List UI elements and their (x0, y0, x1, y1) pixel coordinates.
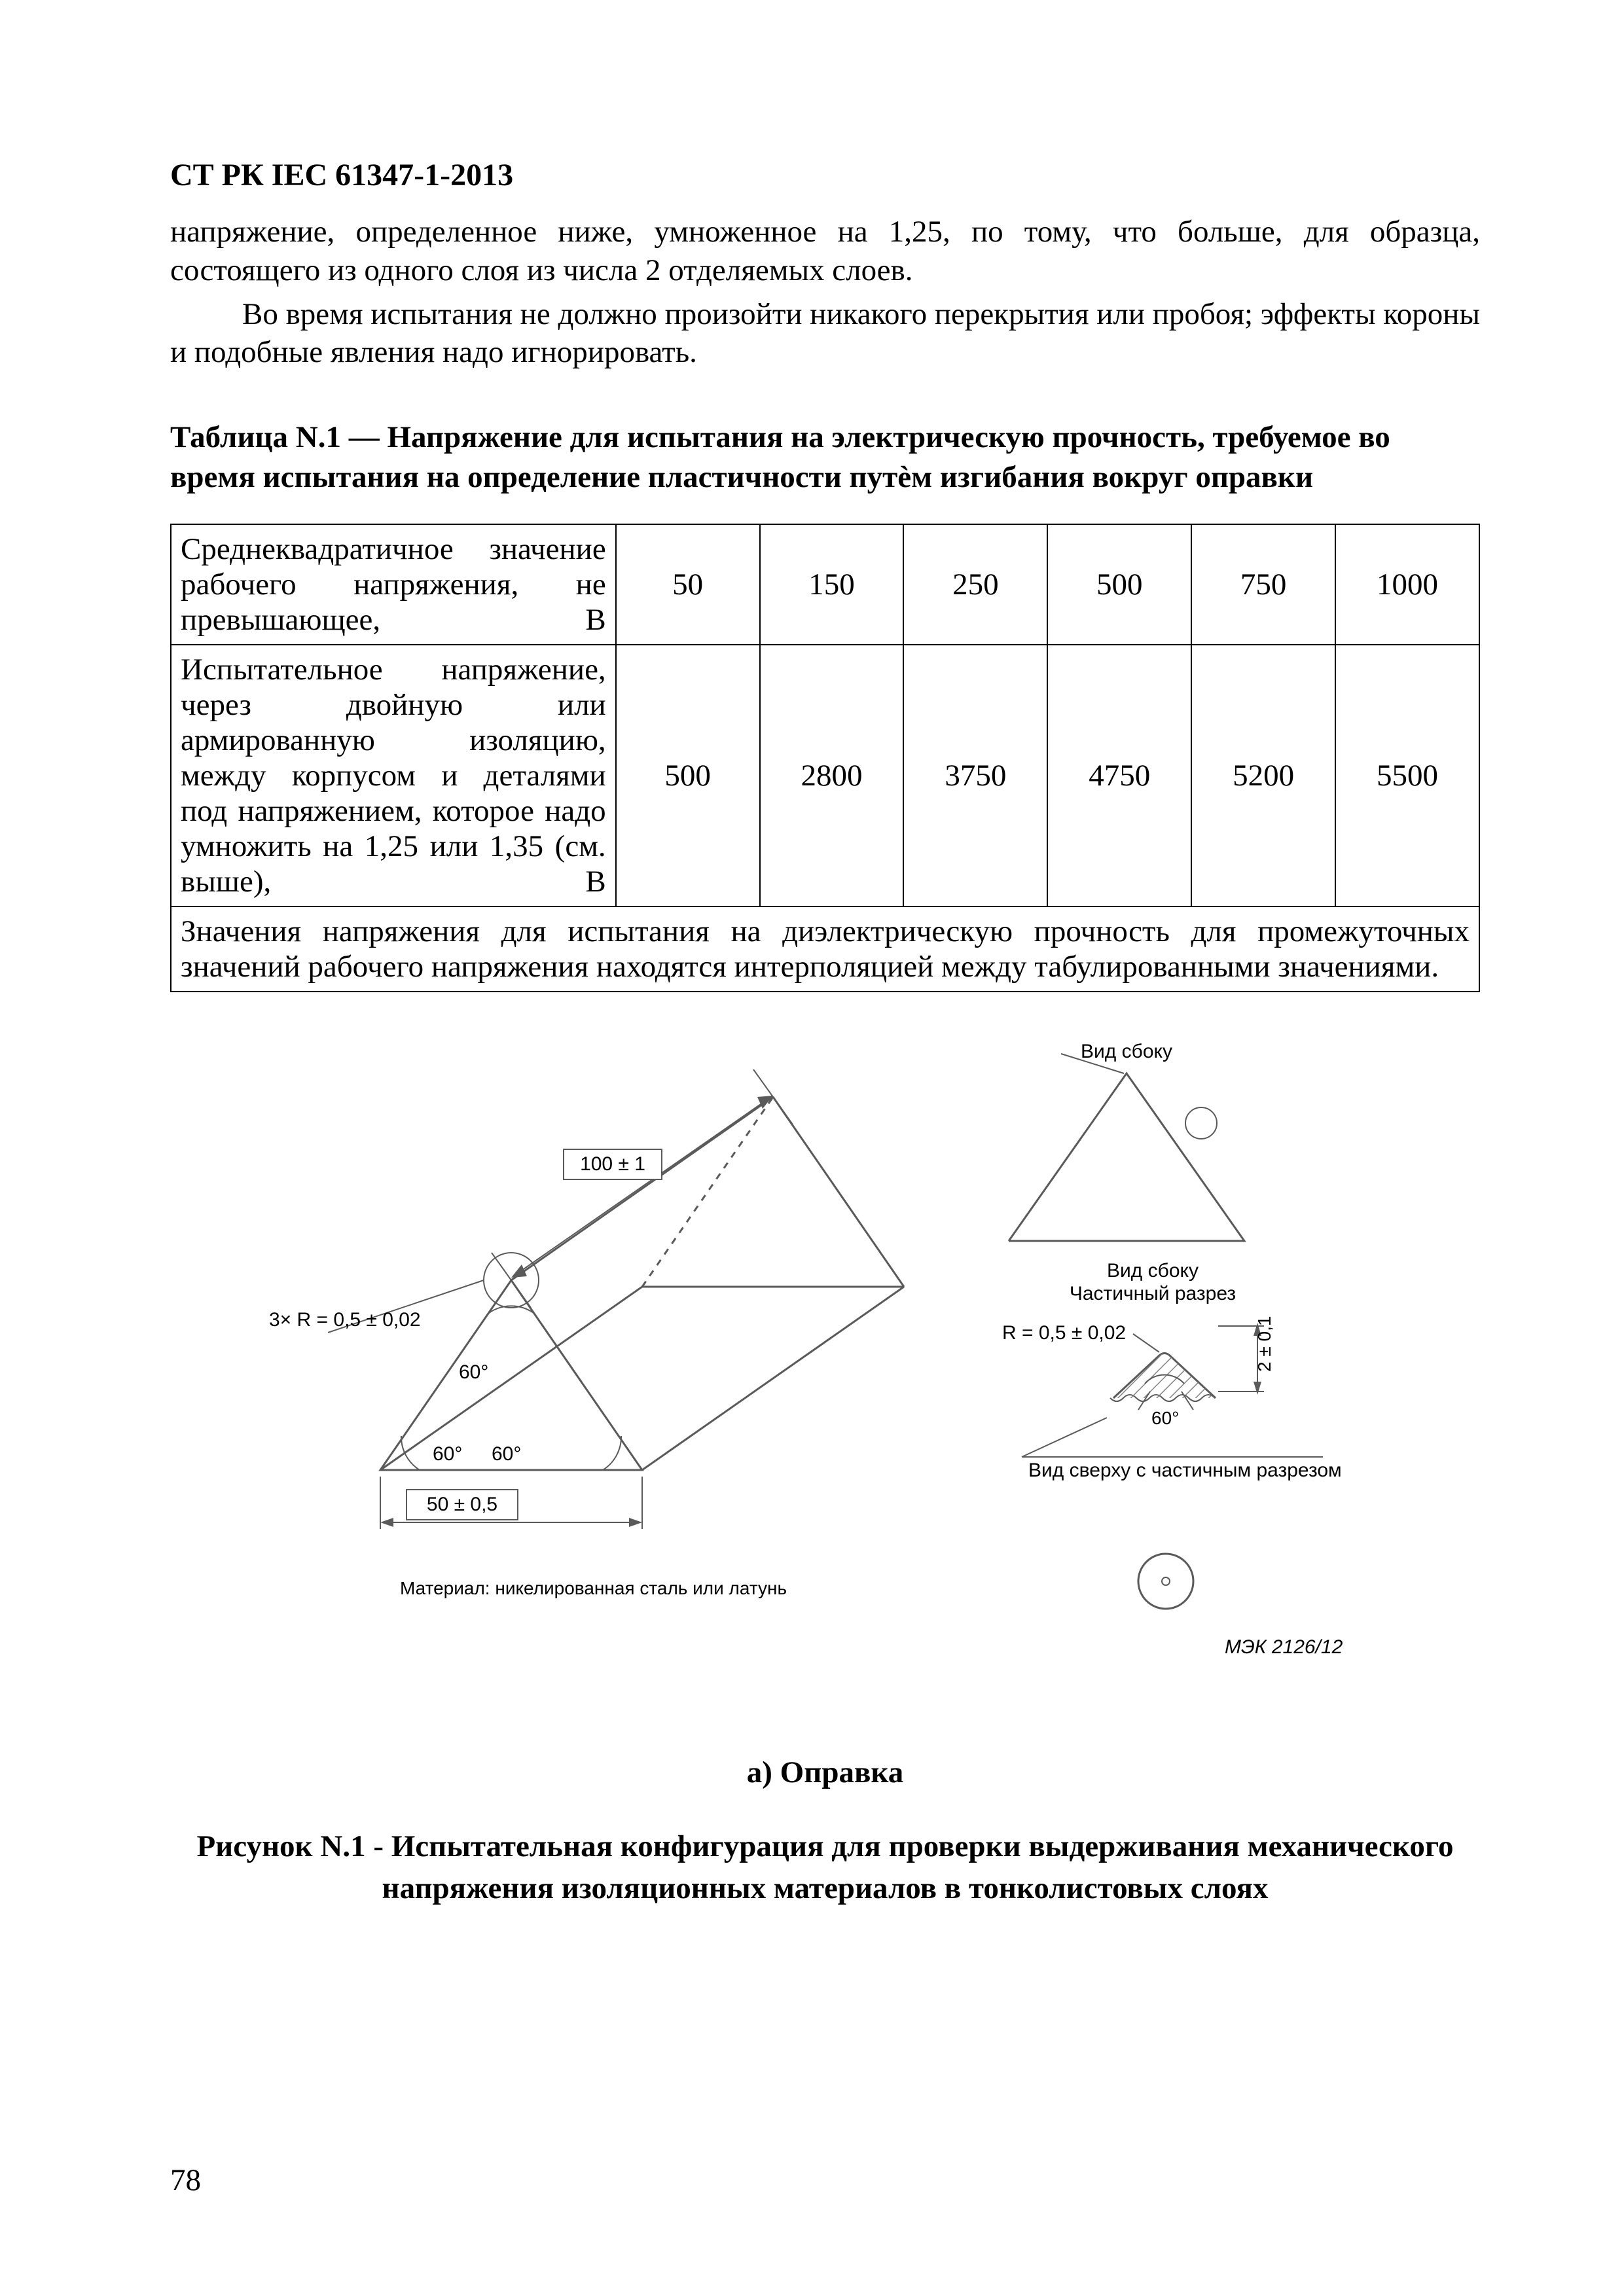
label-partial-section: Частичный разрез (1069, 1283, 1235, 1304)
page: СТ РК IEC 61347-1-2013 напряжение, опред… (0, 0, 1624, 2296)
partial-section: Вид сбоку Частичный разрез R = 0,5 ± 0,0… (1002, 1260, 1342, 1481)
dim-3R: 3× R = 0,5 ± 0,02 (269, 1309, 421, 1331)
label-side-view: Вид сбоку (1081, 1041, 1172, 1062)
cell: 150 (760, 524, 904, 645)
cell: 250 (903, 524, 1047, 645)
figure-wrap: 60° 60° 60° (170, 1031, 1480, 1719)
angle-label: 60° (492, 1443, 521, 1465)
iec-ref: МЭК 2126/12 (1225, 1636, 1343, 1658)
label-top-partial: Вид сверху с частичным разрезом (1028, 1460, 1342, 1481)
cell: 4750 (1047, 645, 1191, 906)
cell: 50 (616, 524, 760, 645)
dim-50: 50 ± 0,5 (426, 1494, 497, 1515)
cell: 750 (1191, 524, 1335, 645)
dim-2: 2 ± 0,1 (1254, 1316, 1274, 1372)
row-label: Испытательное напряжение, через двойную … (171, 645, 616, 906)
angle-label: 60° (459, 1361, 488, 1383)
cell: 2800 (760, 645, 904, 906)
cell: 5500 (1335, 645, 1479, 906)
side-view-triangle: Вид сбоку (1009, 1041, 1244, 1241)
table-row: Значения напряжения для испытания на диэ… (171, 906, 1479, 992)
material-note: Материал: никелированная сталь или латун… (400, 1578, 787, 1598)
page-number: 78 (170, 2162, 201, 2198)
angle-label: 60° (1151, 1408, 1179, 1428)
top-view: МЭК 2126/12 (1138, 1554, 1343, 1658)
table-row: Испытательное напряжение, через двойную … (171, 645, 1479, 906)
label-side-view-2: Вид сбоку (1107, 1260, 1199, 1282)
figure-svg: 60° 60° 60° (249, 1031, 1401, 1719)
cell: 3750 (903, 645, 1047, 906)
dim-R: R = 0,5 ± 0,02 (1002, 1322, 1126, 1344)
cell: 5200 (1191, 645, 1335, 906)
row-label: Среднеквадратичное значение рабочего нап… (171, 524, 616, 645)
figure-caption-main: Рисунок N.1 - Испытательная конфигурация… (170, 1826, 1480, 1909)
paragraph-1: напряжение, определенное ниже, умноженно… (170, 213, 1480, 290)
figure-caption-a: а) Оправка (170, 1755, 1480, 1790)
dim-100: 100 ± 1 (580, 1153, 645, 1175)
cell: 1000 (1335, 524, 1479, 645)
table-footnote: Значения напряжения для испытания на диэ… (171, 906, 1479, 992)
table-row: Среднеквадратичное значение рабочего нап… (171, 524, 1479, 645)
cell: 500 (1047, 524, 1191, 645)
paragraph-2: Во время испытания не должно произойти н… (170, 295, 1480, 372)
standard-code: СТ РК IEC 61347-1-2013 (170, 157, 1480, 193)
table-title: Таблица N.1 — Напряжение для испытания н… (170, 418, 1480, 497)
cell: 500 (616, 645, 760, 906)
mandrel-iso: 60° 60° 60° (269, 1069, 904, 1598)
angle-label: 60° (433, 1443, 462, 1465)
data-table: Среднеквадратичное значение рабочего нап… (170, 524, 1480, 992)
